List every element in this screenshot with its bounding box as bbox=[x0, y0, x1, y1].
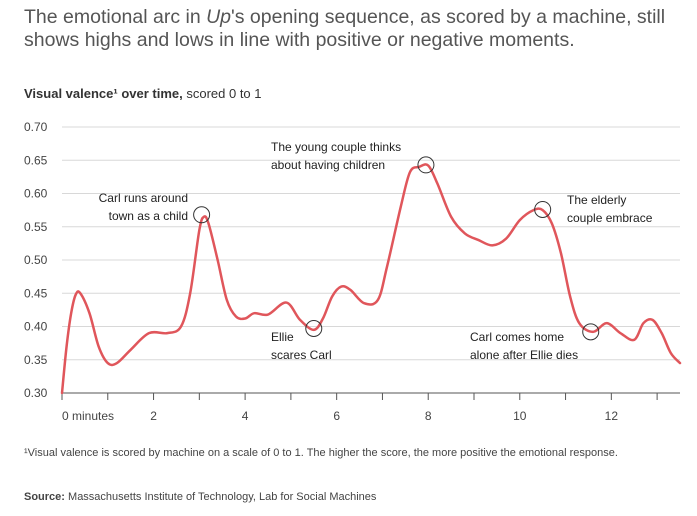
x-tick-label: 6 bbox=[333, 409, 340, 423]
chart-annotations: Carl runs around town as a child Ellie scar… bbox=[99, 140, 653, 362]
annotation-label: Ellie bbox=[271, 330, 294, 344]
annotation-marker bbox=[582, 323, 600, 341]
headline-film-title: Up bbox=[206, 6, 232, 28]
annotation-marker bbox=[534, 200, 552, 218]
annotation-label: town as a child bbox=[109, 209, 188, 223]
chart-headline: The emotional arc in Up's opening sequen… bbox=[24, 6, 684, 52]
x-axis: 0 minutes 2 4 6 8 10 12 bbox=[61, 392, 680, 423]
annotation-marker bbox=[417, 156, 435, 174]
footnote: ¹Visual valence is scored by machine on … bbox=[24, 447, 618, 459]
y-tick-label: 0.65 bbox=[24, 153, 48, 167]
chart-grid bbox=[62, 126, 680, 361]
source-text: Massachusetts Institute of Technology, L… bbox=[64, 491, 377, 503]
y-tick-label: 0.40 bbox=[24, 320, 48, 334]
y-tick-label: 0.50 bbox=[24, 253, 48, 267]
y-tick-label: 0.55 bbox=[24, 220, 48, 234]
x-tick-label: 0 minutes bbox=[62, 409, 114, 423]
subtitle-rest: scored 0 to 1 bbox=[182, 86, 262, 101]
y-tick-label: 0.35 bbox=[24, 353, 48, 367]
x-tick-label: 2 bbox=[150, 409, 157, 423]
annotation-label: scares Carl bbox=[271, 348, 332, 362]
annotation-label: Carl comes home bbox=[470, 330, 564, 344]
annotation-label: Carl runs around bbox=[99, 191, 188, 205]
subtitle-bold: Visual valence¹ over time, bbox=[24, 86, 183, 101]
annotation-marker bbox=[193, 206, 211, 224]
chart-subtitle: Visual valence¹ over time, scored 0 to 1 bbox=[24, 86, 262, 101]
source-label: Source: bbox=[24, 491, 65, 503]
y-tick-label: 0.60 bbox=[24, 187, 48, 201]
y-tick-label: 0.45 bbox=[24, 286, 48, 300]
x-tick-label: 10 bbox=[513, 409, 527, 423]
x-tick-label: 12 bbox=[605, 409, 619, 423]
x-tick-label: 8 bbox=[425, 409, 432, 423]
annotation-label: about having children bbox=[271, 158, 385, 172]
y-tick-label: 0.30 bbox=[24, 386, 48, 400]
y-tick-label: 0.70 bbox=[24, 120, 48, 134]
annotation-label: couple embrace bbox=[567, 211, 653, 225]
headline-part-1: The emotional arc in bbox=[24, 6, 207, 28]
headline-part-2: 's opening sequence, as scored by a mach… bbox=[24, 6, 666, 51]
annotation-label: The young couple thinks bbox=[271, 140, 401, 154]
x-tick-label: 4 bbox=[242, 409, 249, 423]
source-note: Source: Massachusetts Institute of Techn… bbox=[24, 491, 376, 503]
annotation-label: The elderly bbox=[567, 193, 626, 207]
valence-series-line bbox=[60, 163, 682, 395]
annotation-label: alone after Ellie dies bbox=[470, 348, 578, 362]
annotation-marker bbox=[305, 319, 323, 337]
y-axis-labels: 0.30 0.35 0.40 0.45 0.50 0.55 0.60 0.65 0.70 bbox=[24, 120, 48, 400]
